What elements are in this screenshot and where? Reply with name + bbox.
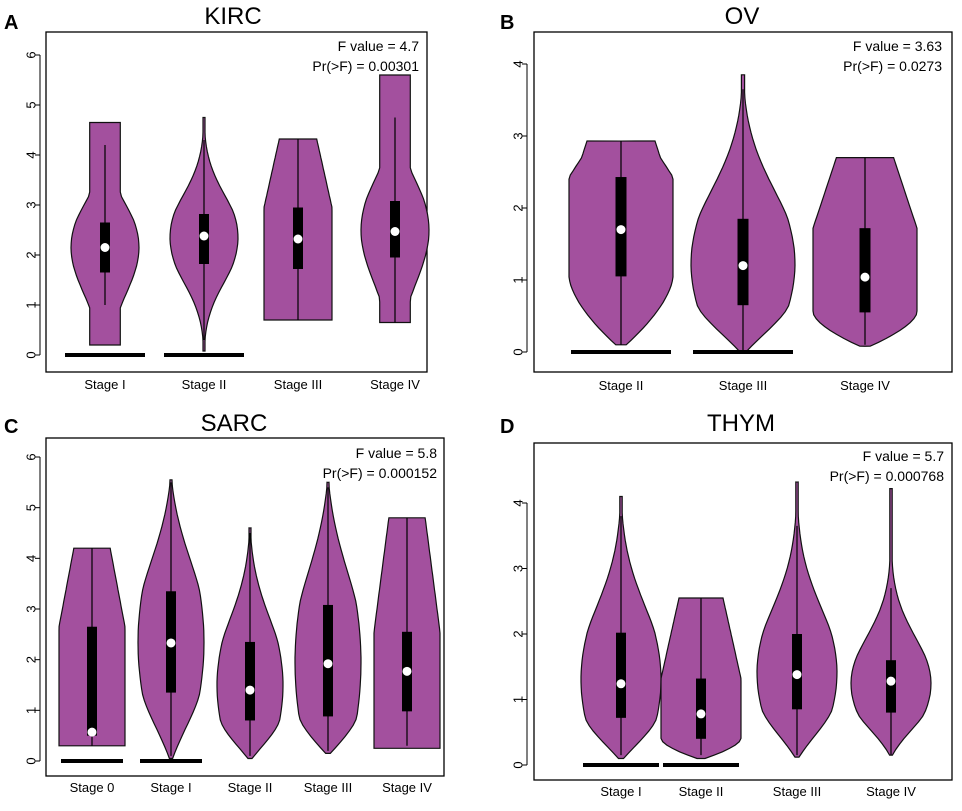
y-tick-label: 6 — [24, 453, 39, 460]
y-tick-label: 3 — [511, 565, 526, 572]
panel-letter-a: A — [4, 12, 18, 34]
median-point-stage-ii — [616, 225, 626, 235]
plot-frame-c — [45, 437, 445, 777]
x-tick-label-stage-iii: Stage III — [274, 377, 322, 392]
x-tick-label-stage-0: Stage 0 — [70, 780, 115, 795]
iqr-box-stage-iv — [886, 660, 896, 713]
y-axis-a: 0 1 2 3 4 5 6 — [24, 51, 41, 359]
x-axis-d: Stage I Stage II Stage III Stage IV — [600, 784, 916, 799]
y-tick-label: 2 — [511, 204, 526, 211]
iqr-box-stage-i — [616, 632, 626, 718]
x-axis-a: Stage I Stage II Stage III Stage IV — [84, 377, 420, 392]
median-point-stage-iv — [402, 666, 412, 676]
y-tick-label: 2 — [24, 251, 39, 258]
y-tick-label: 5 — [24, 504, 39, 511]
x-tick-label-stage-ii: Stage II — [679, 784, 724, 799]
plot-frame-b — [533, 31, 953, 373]
violins-d — [580, 481, 932, 767]
panel-b: B OV F value = 3.63 Pr(>F) = 0.0273 0 1 2 3… — [500, 3, 953, 393]
y-tick-label: 3 — [24, 201, 39, 208]
median-point-stage-iv — [390, 227, 400, 236]
x-axis-c: Stage 0 Stage I Stage II Stage III Stage IV — [70, 780, 433, 795]
median-point-stage-iv — [886, 676, 896, 686]
median-point-stage-ii — [245, 685, 255, 695]
x-tick-label-stage-iv: Stage IV — [866, 784, 916, 799]
x-tick-label-stage-iv: Stage IV — [840, 378, 890, 393]
x-tick-label-stage-ii: Stage II — [182, 377, 227, 392]
plot-frame-d — [533, 442, 953, 781]
x-tick-label-stage-ii: Stage II — [228, 780, 273, 795]
y-axis-d: 0 1 2 3 4 — [511, 499, 528, 769]
y-tick-label: 1 — [24, 301, 39, 308]
median-point-stage-ii — [199, 231, 209, 241]
median-point-stage-i — [616, 679, 626, 689]
y-axis-b: 0 1 2 3 4 — [511, 60, 528, 356]
violins-b — [568, 74, 918, 354]
y-tick-label: 0 — [24, 757, 39, 764]
y-tick-label: 0 — [511, 348, 526, 355]
y-tick-label: 4 — [511, 60, 526, 67]
x-tick-label-stage-iv: Stage IV — [370, 377, 420, 392]
y-tick-label: 5 — [24, 101, 39, 108]
panel-title-d: THYM — [707, 410, 775, 437]
panel-d: D THYM F value = 5.7 Pr(>F) = 0.000768 0… — [500, 410, 953, 799]
panel-letter-c: C — [4, 416, 18, 438]
y-tick-label: 0 — [511, 761, 526, 768]
x-tick-label-stage-i: Stage I — [150, 780, 191, 795]
median-point-stage-iii — [792, 670, 802, 680]
y-tick-label: 1 — [24, 707, 39, 714]
iqr-box-stage-iv — [859, 228, 871, 313]
y-tick-label: 3 — [511, 132, 526, 139]
x-tick-label-stage-iii: Stage III — [773, 784, 821, 799]
pr-value-b: Pr(>F) = 0.0273 — [843, 58, 942, 74]
median-point-stage-i — [166, 638, 176, 648]
panel-title-b: OV — [725, 3, 760, 30]
panel-letter-b: B — [500, 12, 514, 34]
plot-frame-a — [45, 31, 428, 373]
iqr-box-stage-ii — [696, 678, 706, 739]
panel-a: A KIRC F value = 4.7 Pr(>F) = 0.00301 0 1… — [4, 3, 430, 392]
x-tick-label-stage-i: Stage I — [600, 784, 641, 799]
violins-c — [58, 479, 441, 763]
median-point-stage-iv — [860, 272, 870, 282]
y-tick-label: 3 — [24, 605, 39, 612]
violins-a — [65, 74, 430, 357]
y-tick-label: 1 — [511, 276, 526, 283]
median-point-stage-iii — [738, 261, 748, 271]
median-point-stage-iii — [293, 234, 303, 244]
y-tick-label: 1 — [511, 696, 526, 703]
y-tick-label: 6 — [24, 51, 39, 58]
pr-value-d: Pr(>F) = 0.000768 — [830, 468, 945, 484]
median-point-stage-ii — [696, 709, 706, 719]
y-tick-label: 0 — [24, 351, 39, 358]
median-point-stage-0 — [87, 727, 97, 737]
iqr-box-stage-0 — [87, 626, 97, 736]
y-tick-label: 4 — [511, 499, 526, 506]
pr-value-a: Pr(>F) = 0.00301 — [312, 58, 419, 74]
y-tick-label: 4 — [24, 555, 39, 562]
iqr-box-stage-ii — [245, 641, 255, 721]
f-value-b: F value = 3.63 — [853, 38, 942, 54]
pr-value-c: Pr(>F) = 0.000152 — [323, 465, 438, 481]
x-tick-label-stage-iv: Stage IV — [382, 780, 432, 795]
y-tick-label: 4 — [24, 151, 39, 158]
f-value-c: F value = 5.8 — [356, 445, 438, 461]
panel-title-c: SARC — [201, 410, 268, 437]
panel-c: C SARC F value = 5.8 Pr(>F) = 0.000152 0… — [4, 410, 445, 795]
median-point-stage-iii — [323, 659, 333, 669]
x-axis-b: Stage II Stage III Stage IV — [599, 378, 891, 393]
x-tick-label-stage-ii: Stage II — [599, 378, 644, 393]
x-tick-label-stage-iii: Stage III — [719, 378, 767, 393]
panel-title-a: KIRC — [204, 3, 261, 30]
median-point-stage-i — [100, 243, 110, 252]
f-value-a: F value = 4.7 — [338, 38, 420, 54]
x-tick-label-stage-iii: Stage III — [304, 780, 352, 795]
y-tick-label: 2 — [24, 656, 39, 663]
f-value-d: F value = 5.7 — [863, 448, 945, 464]
y-axis-c: 0 1 2 3 4 5 6 — [24, 453, 41, 765]
y-tick-label: 2 — [511, 630, 526, 637]
panel-letter-d: D — [500, 416, 514, 438]
x-tick-label-stage-i: Stage I — [84, 377, 125, 392]
